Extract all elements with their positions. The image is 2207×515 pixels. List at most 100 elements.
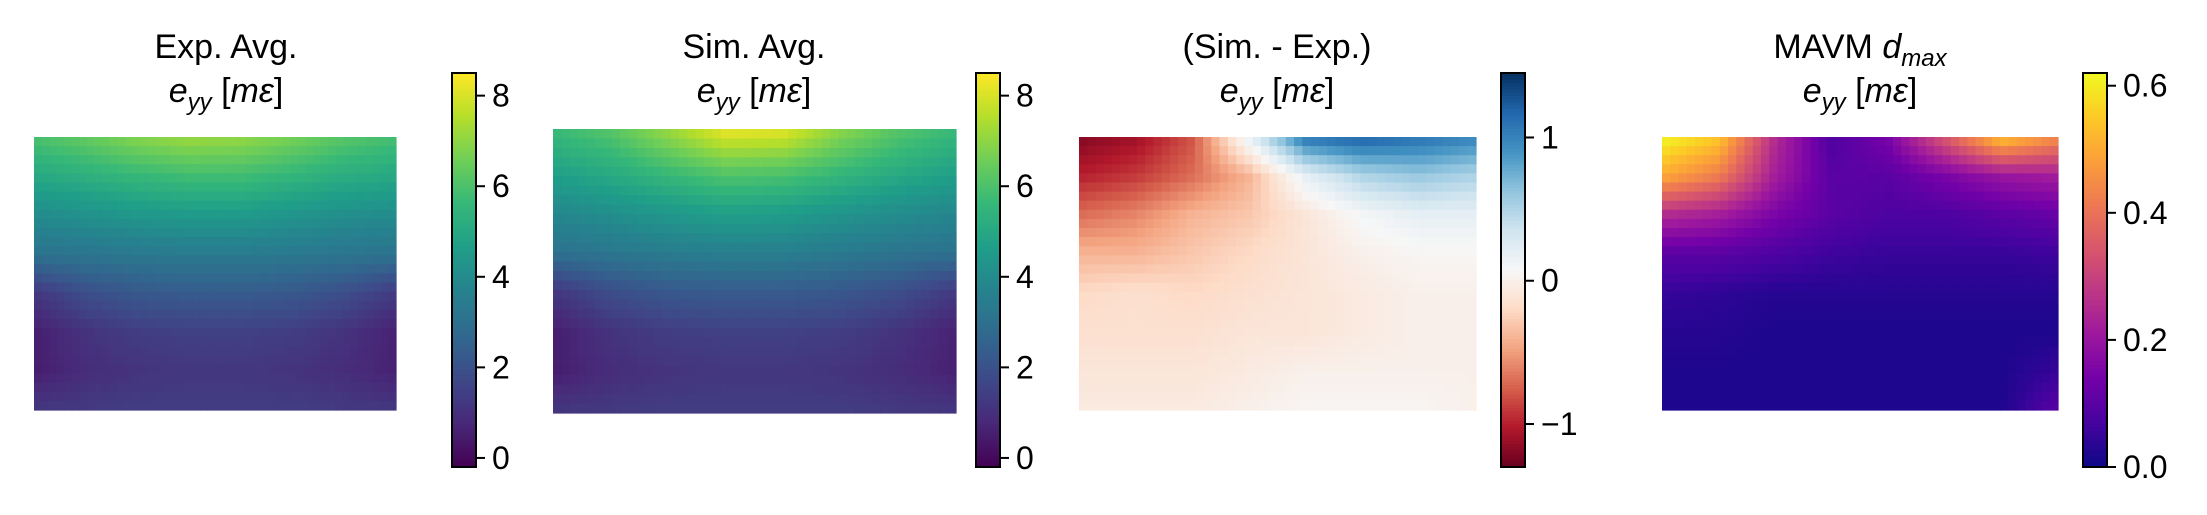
- heatmap-cell: [1409, 228, 1419, 238]
- heatmap-cell: [687, 280, 697, 291]
- heatmap-cell: [586, 308, 596, 319]
- heatmap-cell: [154, 382, 163, 393]
- heatmap-cell: [34, 218, 43, 229]
- colorbar-segment: [1501, 421, 1525, 425]
- heatmap-cell: [358, 309, 367, 320]
- colorbar-segment: [976, 181, 1000, 186]
- heatmap-cell: [1294, 200, 1303, 211]
- heatmap-cell: [653, 195, 663, 206]
- heatmap-cell: [380, 328, 390, 338]
- heatmap-cell: [1260, 273, 1270, 284]
- heatmap-cell: [101, 191, 111, 202]
- heatmap-cell: [1434, 173, 1444, 184]
- heatmap-cell: [388, 191, 397, 202]
- heatmap-cell: [1153, 137, 1163, 147]
- heatmap-cell: [678, 299, 688, 310]
- heatmap-cell: [553, 214, 562, 225]
- heatmap-cell: [922, 346, 932, 357]
- heatmap-cell: [914, 204, 924, 215]
- heatmap-cell: [1335, 382, 1345, 393]
- heatmap-cell: [320, 355, 329, 366]
- heatmap-cell: [712, 365, 722, 376]
- heatmap-cell: [1178, 191, 1188, 202]
- heatmap-cell: [282, 355, 292, 366]
- heatmap-cell: [49, 164, 58, 174]
- heatmap-cell: [1294, 355, 1303, 366]
- heatmap-cell: [1302, 391, 1312, 402]
- heatmap-cell: [101, 218, 111, 229]
- heatmap-cell: [1120, 191, 1130, 202]
- heatmap-cell: [1451, 346, 1461, 356]
- heatmap-cell: [1302, 373, 1312, 384]
- colorbar-segment: [1501, 348, 1525, 353]
- heatmap-cell: [1219, 364, 1229, 375]
- heatmap-cell: [1327, 228, 1336, 238]
- heatmap-cell: [245, 282, 254, 293]
- heatmap-cell: [712, 289, 722, 300]
- heatmap-cell: [1186, 337, 1196, 347]
- heatmap-cell: [34, 273, 43, 284]
- heatmap-cell: [838, 252, 848, 263]
- heatmap-cell: [1942, 146, 1952, 156]
- heatmap-cell: [553, 157, 562, 168]
- heatmap-cell: [222, 173, 231, 184]
- heatmap-cell: [947, 308, 957, 319]
- heatmap-cell: [49, 400, 58, 411]
- heatmap-cell: [1203, 309, 1212, 320]
- heatmap-cell: [695, 129, 705, 140]
- heatmap-cell: [1351, 282, 1361, 293]
- heatmap-cell: [1901, 137, 1911, 147]
- colorbar-segment: [976, 299, 1000, 304]
- heatmap-cell: [645, 214, 655, 225]
- heatmap-cell: [1711, 155, 1721, 165]
- heatmap-cell: [670, 346, 680, 357]
- heatmap-cell: [79, 237, 88, 247]
- heatmap-cell: [222, 400, 231, 411]
- heatmap-cell: [1103, 337, 1113, 347]
- heatmap-cell: [41, 146, 50, 156]
- heatmap-cell: [838, 176, 848, 187]
- heatmap-cell: [905, 129, 915, 140]
- heatmap-cell: [586, 337, 596, 348]
- heatmap-cell: [779, 356, 789, 367]
- colorbar-segment: [1501, 214, 1525, 219]
- heatmap-cell: [1211, 346, 1221, 356]
- heatmap-cell: [1269, 364, 1279, 375]
- heatmap-cell: [1327, 273, 1336, 284]
- heatmap-cell: [1835, 164, 1845, 174]
- heatmap-cell: [252, 364, 261, 375]
- heatmap-cell: [215, 400, 224, 411]
- heatmap-cell: [132, 173, 141, 184]
- heatmap-cell: [720, 138, 730, 149]
- heatmap-cell: [41, 200, 50, 211]
- heatmap-cell: [662, 271, 672, 282]
- colorbar-segment: [452, 210, 476, 215]
- heatmap-cell: [737, 223, 747, 234]
- heatmap-cell: [1376, 209, 1386, 220]
- heatmap-cell: [373, 355, 382, 366]
- heatmap-cell: [1186, 309, 1196, 320]
- heatmap-cell: [328, 400, 337, 411]
- heatmap-cell: [116, 355, 126, 366]
- heatmap-cell: [1145, 382, 1155, 393]
- colorbar-segment: [976, 440, 1000, 445]
- heatmap-cell: [101, 164, 111, 174]
- heatmap-cell: [872, 394, 882, 405]
- heatmap-cell: [207, 364, 216, 375]
- heatmap-cell: [922, 261, 932, 272]
- heatmap-cell: [729, 384, 739, 395]
- heatmap-cell: [561, 223, 571, 234]
- heatmap-cell: [184, 200, 193, 211]
- heatmap-cell: [1285, 355, 1295, 366]
- heatmap-cell: [267, 164, 276, 174]
- heatmap-cell: [147, 264, 156, 275]
- heatmap-cell: [1459, 282, 1469, 293]
- heatmap-cell: [897, 337, 907, 348]
- heatmap-cell: [1178, 391, 1188, 402]
- heatmap-cell: [1186, 137, 1196, 147]
- heatmap-cell: [101, 382, 111, 393]
- heatmap-cell: [1368, 264, 1378, 275]
- heatmap-cell: [754, 214, 764, 225]
- heatmap-cell: [1703, 137, 1713, 147]
- heatmap-cell: [1285, 218, 1295, 229]
